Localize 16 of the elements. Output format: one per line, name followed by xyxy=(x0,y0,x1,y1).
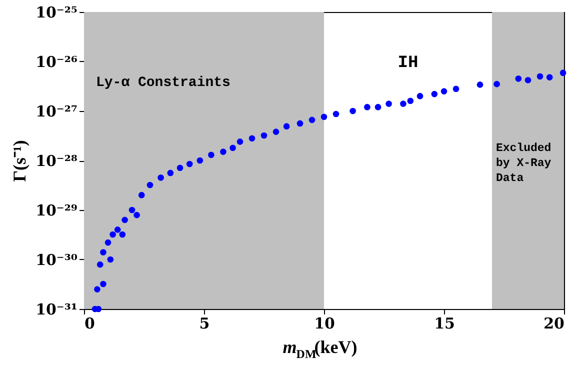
y-tick-label: 10⁻³⁰ xyxy=(36,251,78,269)
y-tick-label: 10⁻²⁷ xyxy=(36,102,78,120)
y-tick-label: 10⁻²⁵ xyxy=(36,4,78,22)
x-tick-label: 15 xyxy=(434,314,455,332)
annotation: IH xyxy=(398,54,418,73)
x-tick-label: 20 xyxy=(544,314,564,332)
y-axis-title: Γ(s⁻¹) xyxy=(10,140,30,182)
band-label: Excluded by X-Ray Data xyxy=(496,142,552,185)
x-tick-label: 10 xyxy=(314,314,335,332)
x-tick-label: 5 xyxy=(199,314,210,332)
x-tick-label: 0 xyxy=(84,314,95,332)
y-tick-label: 10⁻³¹ xyxy=(36,300,78,318)
y-tick-label: 10⁻²⁶ xyxy=(36,53,78,71)
y-tick-label: 10⁻²⁸ xyxy=(36,152,78,170)
band-label: Ly-α Constraints xyxy=(96,75,230,91)
y-tick-label: 10⁻²⁹ xyxy=(36,202,78,220)
